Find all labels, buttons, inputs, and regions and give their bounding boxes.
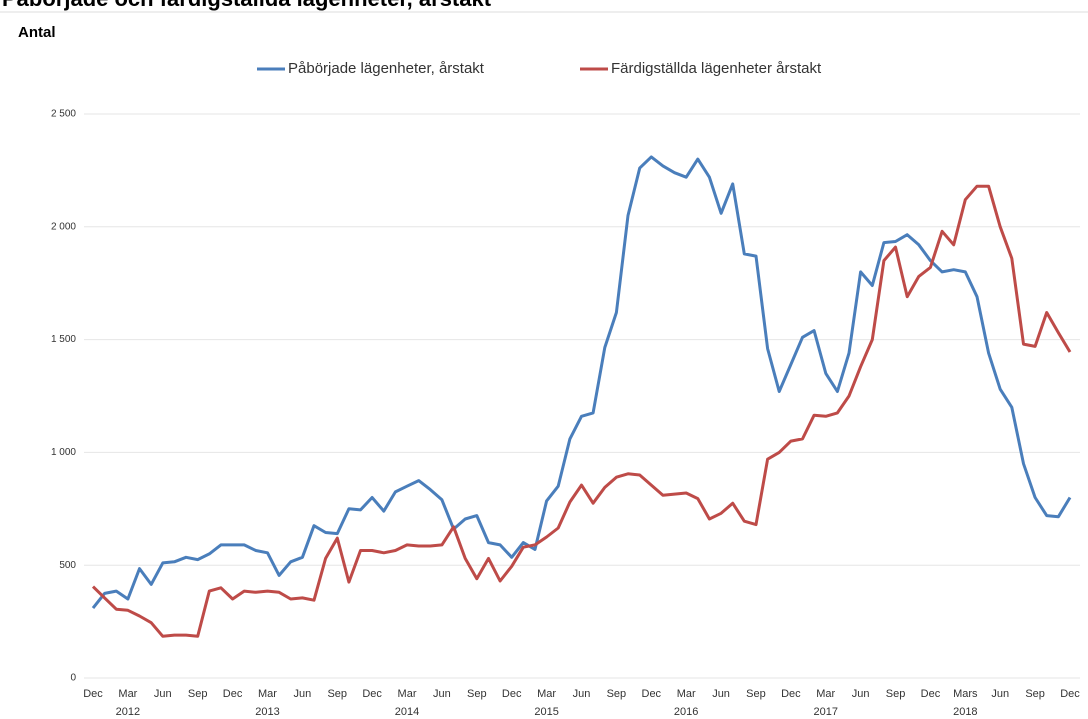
x-tick-label: Mar: [816, 688, 835, 700]
x-tick-label: Dec: [781, 688, 801, 700]
data-line: [91, 184, 1072, 638]
y-tick-label: 0: [70, 673, 76, 684]
x-tick-label: Sep: [607, 688, 627, 700]
x-tick-label: Jun: [154, 688, 172, 700]
x-tick-label: Jun: [293, 688, 311, 700]
legend-label: Påbörjade lägenheter, årstakt: [288, 60, 485, 77]
x-tick-label: Jun: [712, 688, 730, 700]
x-tick-label: Sep: [467, 688, 487, 700]
x-tick-label: Jun: [573, 688, 591, 700]
x-tick-label: Mar: [398, 688, 417, 700]
x-tick-label: Mar: [258, 688, 277, 700]
x-tick-label: Dec: [362, 688, 382, 700]
x-tick-label: Sep: [188, 688, 208, 700]
x-tick-label: Dec: [502, 688, 522, 700]
x-year-label: 2015: [534, 706, 558, 718]
x-tick-label: Jun: [991, 688, 1009, 700]
x-year-label: 2013: [255, 706, 279, 718]
x-tick-label: Dec: [223, 688, 243, 700]
x-tick-label: Dec: [642, 688, 662, 700]
y-tick-label: 500: [59, 560, 76, 571]
x-tick-label: Dec: [921, 688, 941, 700]
x-tick-label: Sep: [886, 688, 906, 700]
x-year-label: 2014: [395, 706, 419, 718]
x-year-label: 2012: [116, 706, 140, 718]
x-tick-label: Jun: [852, 688, 870, 700]
y-tick-label: 2 000: [51, 221, 76, 232]
y-tick-label: 2 500: [51, 109, 76, 120]
x-tick-label: Mar: [677, 688, 696, 700]
data-line: [91, 155, 1072, 610]
x-tick-label: Sep: [746, 688, 766, 700]
x-tick-label: Dec: [1060, 688, 1080, 700]
x-tick-label: Sep: [1025, 688, 1045, 700]
x-tick-label: Mars: [953, 688, 978, 700]
x-tick-label: Jun: [433, 688, 451, 700]
x-tick-label: Mar: [537, 688, 556, 700]
x-tick-label: Dec: [83, 688, 103, 700]
x-tick-label: Sep: [327, 688, 347, 700]
x-tick-label: Mar: [118, 688, 137, 700]
chart-title: Påbörjade och färdigställda lägenheter, …: [2, 0, 492, 11]
y-axis-label: Antal: [18, 24, 56, 41]
x-year-label: 2017: [814, 706, 838, 718]
y-tick-label: 1 500: [51, 334, 76, 345]
y-tick-label: 1 000: [51, 447, 76, 458]
x-year-label: 2016: [674, 706, 698, 718]
legend-label: Färdigställda lägenheter årstakt: [611, 60, 822, 77]
x-year-label: 2018: [953, 706, 977, 718]
